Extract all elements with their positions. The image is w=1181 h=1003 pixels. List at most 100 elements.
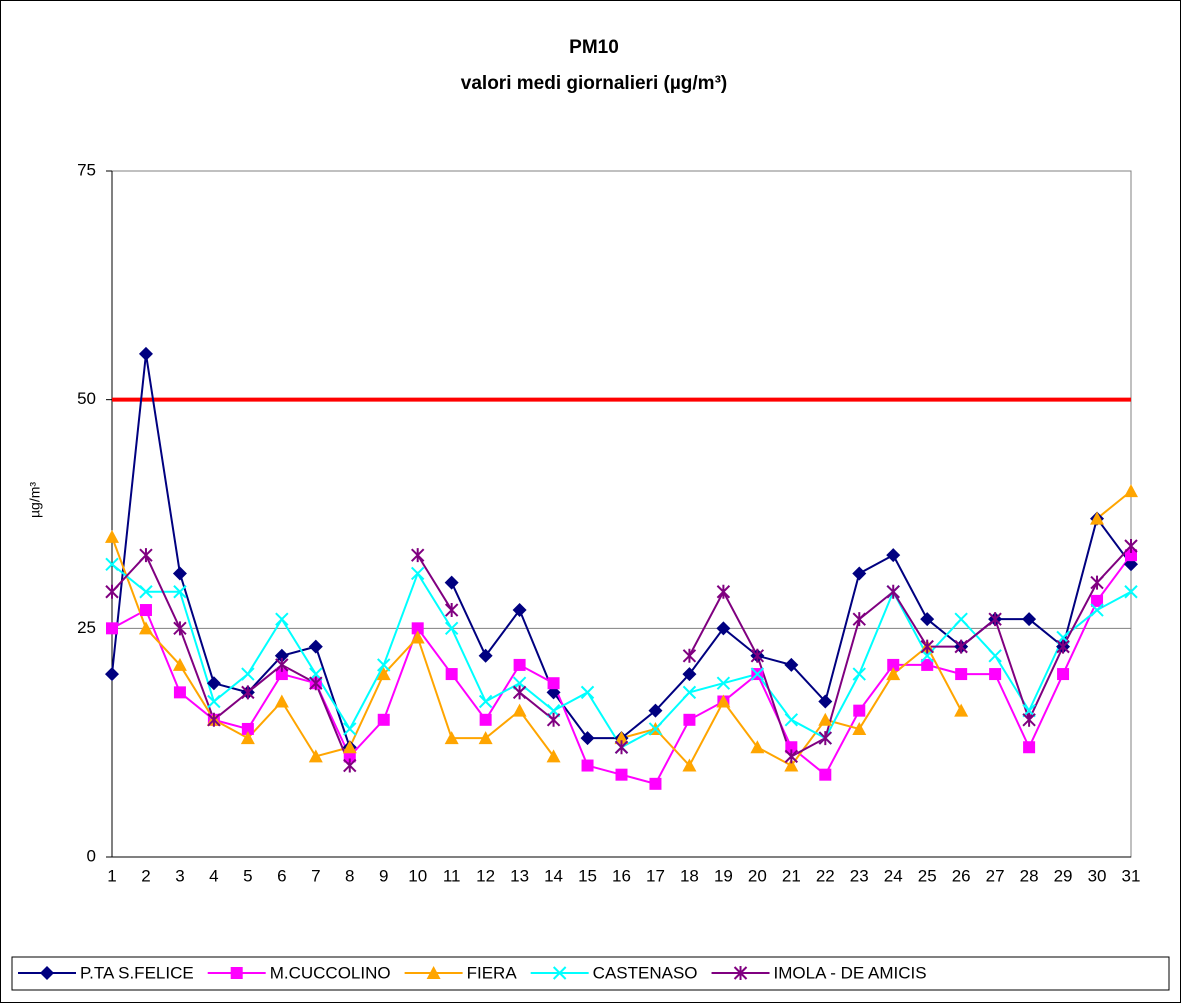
legend-label: FIERA — [467, 963, 518, 982]
marker — [138, 346, 153, 361]
marker — [682, 685, 697, 700]
marker — [241, 667, 255, 681]
marker — [784, 657, 799, 672]
legend-label: P.TA S.FELICE — [80, 963, 194, 982]
marker — [1056, 639, 1070, 654]
marker — [1057, 668, 1070, 681]
marker — [989, 668, 1002, 681]
x-tick-label: 11 — [443, 866, 461, 885]
marker — [173, 621, 187, 636]
marker — [886, 548, 901, 563]
marker — [308, 639, 323, 654]
x-tick-label: 16 — [612, 866, 631, 885]
marker — [921, 658, 934, 671]
marker — [376, 667, 391, 681]
marker — [275, 668, 288, 681]
marker — [139, 604, 152, 617]
marker — [682, 667, 697, 682]
x-tick-label: 9 — [379, 866, 388, 885]
marker — [682, 758, 697, 772]
x-tick-label: 21 — [782, 866, 801, 885]
marker — [954, 703, 969, 717]
x-tick-label: 31 — [1122, 866, 1141, 885]
x-tick-label: 1 — [107, 866, 116, 885]
marker — [649, 777, 662, 790]
marker — [887, 658, 900, 671]
marker — [512, 603, 527, 618]
marker — [138, 621, 153, 635]
marker — [818, 694, 833, 709]
x-tick-label: 26 — [952, 866, 971, 885]
marker — [241, 685, 255, 700]
marker — [580, 731, 595, 746]
marker — [230, 967, 243, 979]
marker — [750, 648, 765, 663]
marker — [512, 703, 527, 717]
x-tick-label: 12 — [476, 866, 495, 885]
marker — [1022, 712, 1036, 727]
marker — [852, 667, 866, 681]
marker — [716, 584, 731, 599]
marker — [308, 749, 323, 763]
marker — [105, 667, 119, 682]
marker — [552, 966, 567, 980]
marker — [614, 731, 629, 745]
marker — [818, 731, 833, 746]
marker — [955, 668, 968, 681]
marker — [241, 722, 254, 735]
marker — [648, 703, 663, 718]
chart-title: PM10 — [569, 37, 619, 58]
marker — [785, 741, 798, 754]
x-tick-label: 13 — [510, 866, 529, 885]
marker — [275, 612, 289, 626]
marker — [309, 676, 323, 691]
marker — [954, 612, 968, 626]
marker — [426, 966, 441, 979]
marker — [819, 768, 832, 781]
marker — [105, 557, 119, 572]
marker — [274, 648, 289, 663]
marker — [106, 622, 118, 635]
marker — [581, 759, 594, 772]
marker — [342, 740, 357, 754]
legend-box — [11, 956, 1170, 991]
y-tick-label: 75 — [77, 160, 96, 179]
marker — [206, 676, 221, 691]
x-tick-label: 30 — [1088, 866, 1107, 885]
y-tick-label: 50 — [77, 389, 96, 408]
marker — [920, 612, 935, 627]
legend-label: IMOLA - DE AMICIS — [774, 963, 927, 982]
x-tick-label: 19 — [714, 866, 733, 885]
y-tick-label: 0 — [87, 846, 96, 865]
marker — [1124, 585, 1138, 599]
marker — [750, 740, 765, 754]
marker — [444, 575, 459, 590]
marker — [1090, 575, 1104, 590]
marker — [852, 721, 867, 735]
marker — [207, 712, 221, 727]
marker — [274, 694, 289, 708]
x-tick-label: 14 — [544, 866, 563, 885]
x-tick-label: 5 — [243, 866, 252, 885]
marker — [410, 630, 425, 644]
x-tick-label: 6 — [277, 866, 286, 885]
marker — [1090, 603, 1104, 617]
chart-subtitle: valori medi giornalieri (µg/m³) — [461, 73, 727, 94]
x-tick-label: 29 — [1054, 866, 1073, 885]
x-tick-label: 28 — [1020, 866, 1039, 885]
marker — [40, 966, 54, 980]
marker — [479, 713, 492, 726]
x-tick-label: 18 — [680, 866, 699, 885]
x-tick-label: 2 — [141, 866, 150, 885]
marker — [444, 731, 459, 745]
x-tick-label: 3 — [175, 866, 184, 885]
marker — [478, 648, 493, 663]
marker — [410, 548, 425, 563]
marker — [172, 566, 187, 581]
x-tick-label: 15 — [578, 866, 597, 885]
marker — [784, 713, 799, 727]
marker — [784, 749, 799, 764]
y-axis-label: µg/m³ — [27, 482, 43, 518]
marker — [240, 731, 255, 745]
marker — [377, 658, 391, 672]
